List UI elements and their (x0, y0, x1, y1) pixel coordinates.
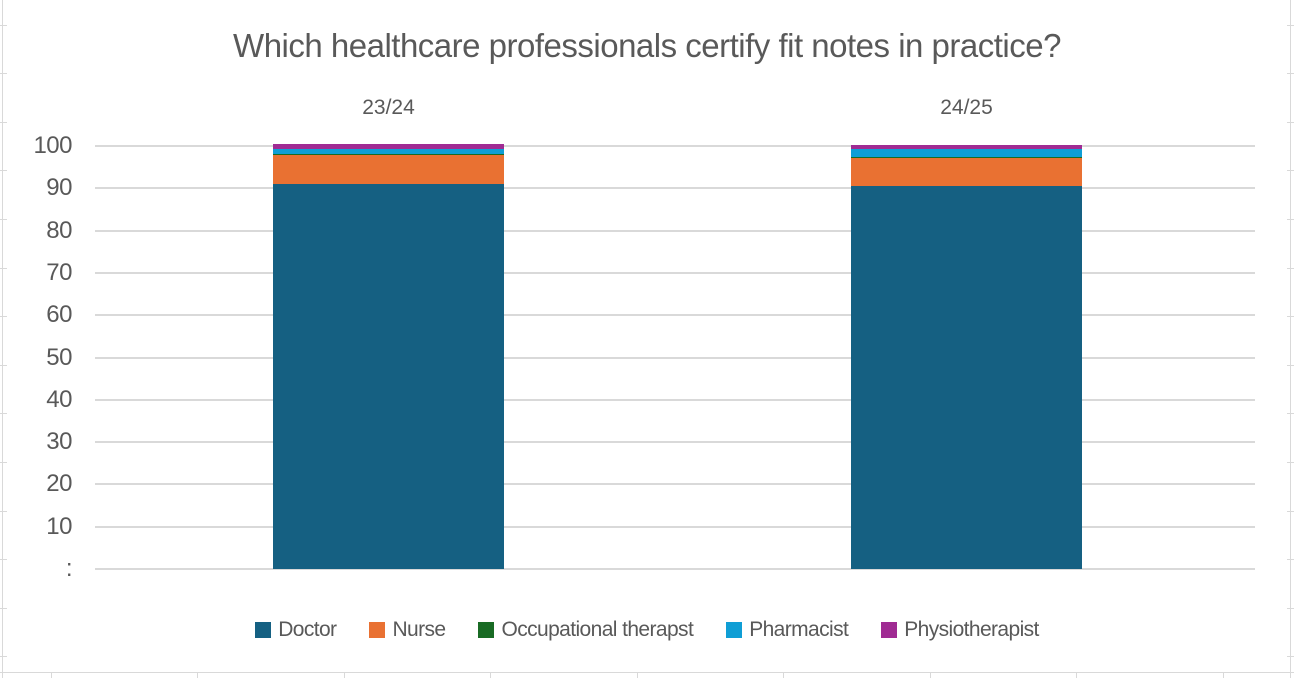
gridline (95, 356, 1255, 359)
y-axis-tick-label: 10 (46, 512, 72, 540)
legend-label: Doctor (278, 618, 337, 641)
sheet-gridline (1287, 559, 1294, 560)
sheet-gridline (490, 672, 491, 678)
sheet-gridline (0, 608, 7, 609)
sheet-gridline (0, 268, 7, 269)
legend-item-occupational-therapst[interactable]: Occupational therapst (478, 618, 694, 642)
category-label: 23/24 (362, 96, 415, 119)
sheet-gridline (2, 0, 3, 678)
bar-segment-physiotherapist[interactable] (273, 144, 504, 149)
sheet-gridline (1287, 608, 1294, 609)
bar-segment-pharmacist[interactable] (273, 148, 504, 155)
sheet-gridline (0, 122, 7, 123)
sheet-gridline (51, 672, 52, 678)
sheet-gridline (1076, 672, 1077, 678)
y-axis-tick-label: 40 (46, 385, 72, 413)
y-axis-tick-label: 50 (46, 343, 72, 371)
sheet-gridline (344, 672, 345, 678)
legend-item-pharmacist[interactable]: Pharmacist (726, 618, 849, 642)
sheet-gridline (197, 672, 198, 678)
sheet-gridline (0, 672, 1294, 673)
sheet-gridline (1287, 316, 1294, 317)
gridline (95, 314, 1255, 317)
gridline (95, 187, 1255, 190)
legend-label: Pharmacist (749, 618, 849, 641)
legend-item-physiotherapist[interactable]: Physiotherapist (881, 618, 1039, 642)
legend-swatch-icon (881, 622, 898, 638)
y-axis-tick-label: 20 (46, 470, 72, 498)
bar-segment-pharmacist[interactable] (851, 149, 1082, 157)
legend-label: Physiotherapist (904, 618, 1039, 641)
sheet-gridline (0, 462, 7, 463)
sheet-gridline (0, 511, 7, 512)
chart-title[interactable]: Which healthcare professionals certify f… (233, 27, 1061, 64)
sheet-gridline (1287, 268, 1294, 269)
gridline (95, 568, 1255, 570)
sheet-gridline (1287, 365, 1294, 366)
gridline (95, 271, 1255, 274)
bar-segment-doctor[interactable] (273, 184, 504, 569)
sheet-gridline (0, 413, 7, 414)
gridline (95, 229, 1255, 232)
y-axis-tick-label: 70 (46, 258, 72, 286)
sheet-gridline (1223, 672, 1224, 678)
sheet-gridline (0, 656, 7, 657)
sheet-gridline (637, 672, 638, 678)
y-axis-tick-label: 90 (46, 174, 72, 202)
legend-label: Occupational therapst (501, 618, 694, 641)
legend-swatch-icon (369, 622, 386, 638)
y-axis-tick-label: 100 (33, 132, 72, 159)
sheet-gridline (1290, 0, 1291, 678)
legend-label: Nurse (392, 618, 446, 641)
sheet-gridline (0, 559, 7, 560)
legend-swatch-icon (726, 622, 743, 638)
sheet-gridline (0, 316, 7, 317)
legend: Doctor Nurse Occupational therapst Pharmaci… (0, 613, 1294, 647)
sheet-gridline (1287, 462, 1294, 463)
bar-segment-physiotherapist[interactable] (851, 145, 1082, 150)
sheet-gridline (0, 219, 7, 220)
sheet-gridline (1287, 219, 1294, 220)
bar-segment-doctor[interactable] (851, 186, 1082, 569)
y-axis-tick-label: 80 (46, 216, 72, 244)
bar-segment-nurse[interactable] (851, 156, 1082, 187)
bar-segment-nurse[interactable] (273, 154, 504, 185)
sheet-gridline (1287, 25, 1294, 26)
legend-swatch-icon (478, 622, 495, 638)
sheet-gridline (1287, 511, 1294, 512)
gridline (95, 483, 1255, 486)
category-label: 24/25 (940, 96, 993, 119)
sheet-gridline (783, 672, 784, 678)
sheet-gridline (1287, 413, 1294, 414)
legend-item-nurse[interactable]: Nurse (369, 618, 446, 642)
sheet-gridline (0, 73, 7, 74)
gridline (95, 145, 1255, 147)
sheet-gridline (1287, 122, 1294, 123)
sheet-gridline (0, 365, 7, 366)
y-axis-tick-label: 30 (46, 428, 72, 456)
sheet-gridline (1287, 170, 1294, 171)
gridline (95, 441, 1255, 444)
legend-item-doctor[interactable]: Doctor (255, 618, 337, 642)
sheet-gridline (0, 170, 7, 171)
sheet-gridline (930, 672, 931, 678)
sheet-gridline (1287, 656, 1294, 657)
gridline (95, 398, 1255, 401)
sheet-gridline (1287, 73, 1294, 74)
sheet-gridline (0, 25, 7, 26)
legend-swatch-icon (255, 622, 272, 638)
y-axis-tick-label: : (65, 555, 73, 582)
gridline (95, 525, 1255, 528)
y-axis-tick-label: 60 (46, 301, 72, 329)
